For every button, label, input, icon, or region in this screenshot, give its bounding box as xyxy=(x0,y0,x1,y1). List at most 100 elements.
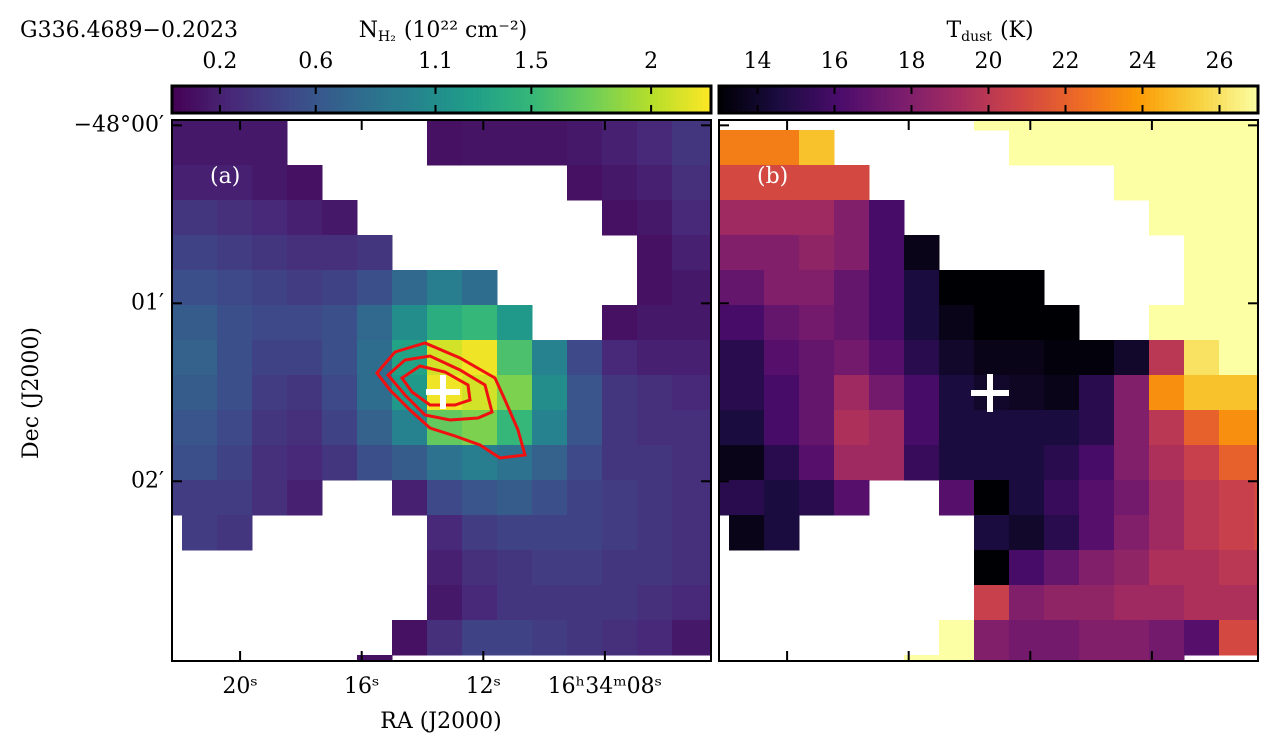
pixel xyxy=(1114,480,1150,516)
colorbar-label-sub: H₂ xyxy=(378,29,396,45)
title: G336.4689−0.2023 xyxy=(20,18,238,43)
colorbar-segment xyxy=(490,86,496,113)
colorbar-segment xyxy=(939,86,945,113)
pixel xyxy=(799,270,835,306)
pixel xyxy=(462,480,498,516)
panel-label: (a) xyxy=(210,164,240,189)
pixel xyxy=(357,340,393,376)
pixel xyxy=(497,410,533,446)
pixel xyxy=(1149,165,1185,201)
pixel xyxy=(532,120,568,131)
pixel xyxy=(764,410,800,446)
pixel xyxy=(462,305,498,341)
colorbar-segment xyxy=(988,86,994,113)
pixel xyxy=(392,305,428,341)
pixel xyxy=(322,235,358,271)
pixel xyxy=(1044,550,1080,586)
colorbar-segment xyxy=(248,86,254,113)
colorbar-segment xyxy=(216,86,223,113)
pixel xyxy=(427,305,463,341)
colorbar-tick-label: 18 xyxy=(898,49,926,74)
colorbar-segment xyxy=(1186,86,1192,113)
pixel xyxy=(1079,130,1115,166)
pixel xyxy=(707,620,712,656)
colorbar-segment xyxy=(1253,86,1259,113)
pixel xyxy=(427,480,463,516)
colorbar-segment xyxy=(463,86,470,113)
contour xyxy=(385,354,494,422)
pixel xyxy=(974,480,1010,516)
colorbar-segment xyxy=(639,86,645,113)
pixel xyxy=(532,515,568,551)
x-tick-label: 16ˢ xyxy=(344,674,379,699)
colorbar-segment xyxy=(822,86,828,113)
colorbar-segment xyxy=(889,86,895,113)
contour xyxy=(399,364,472,407)
pixel xyxy=(719,480,730,516)
pixel xyxy=(602,130,638,166)
pixel xyxy=(707,270,712,306)
pixel xyxy=(1114,655,1150,662)
colorbar-segment xyxy=(598,86,604,113)
colorbar-label-symbol: N xyxy=(359,18,378,43)
colorbar-segment xyxy=(1145,86,1151,113)
pixel xyxy=(462,515,498,551)
pixel xyxy=(1079,655,1115,662)
pixel xyxy=(1149,410,1185,446)
colorbar-segment xyxy=(648,86,654,113)
pixel xyxy=(799,165,835,201)
colorbar-segment xyxy=(961,86,967,113)
colorbar-segment xyxy=(643,86,649,113)
colorbar-segment xyxy=(1073,86,1079,113)
pixel xyxy=(497,340,533,376)
pixel xyxy=(462,130,498,166)
pixel xyxy=(1079,585,1115,621)
pixel xyxy=(182,200,218,236)
colorbar-segment xyxy=(454,86,461,113)
pixel xyxy=(719,200,730,236)
colorbar-segment xyxy=(1181,86,1187,113)
colorbar-label: Tdust (K) xyxy=(946,18,1033,45)
colorbar-segment xyxy=(306,86,312,113)
colorbar-segment xyxy=(423,86,429,113)
pixel xyxy=(322,305,358,341)
pixel xyxy=(1254,410,1259,446)
pixel xyxy=(719,375,730,411)
colorbar-segment xyxy=(1190,86,1196,113)
pixel xyxy=(1254,585,1259,621)
colorbar-segment xyxy=(1199,86,1205,113)
pixel xyxy=(1254,550,1259,586)
pixel xyxy=(939,305,975,341)
colorbar-segment xyxy=(741,86,747,113)
colorbar-segment xyxy=(786,86,792,113)
colorbar-segment xyxy=(894,86,900,113)
colorbar-segment xyxy=(1105,86,1111,113)
pixel xyxy=(602,515,638,551)
pixel xyxy=(1184,620,1220,656)
colorbar-segment xyxy=(212,86,218,113)
pixel xyxy=(567,340,603,376)
pixel xyxy=(392,480,428,516)
colorbar-segment xyxy=(468,86,474,113)
pixel xyxy=(532,550,568,586)
pixel xyxy=(1254,165,1259,201)
pixel xyxy=(217,200,253,236)
pixel xyxy=(287,270,323,306)
pixel xyxy=(1044,410,1080,446)
pixel xyxy=(1044,445,1080,481)
pixel xyxy=(427,270,463,306)
pixel xyxy=(834,200,870,236)
colorbar-label-sub: dust xyxy=(961,29,992,45)
pixel xyxy=(1079,375,1115,411)
x-tick-label: 12ˢ xyxy=(466,674,501,699)
colorbar-segment xyxy=(320,86,326,113)
pixel xyxy=(1184,305,1220,341)
pixel xyxy=(1079,620,1115,656)
pixel xyxy=(834,270,870,306)
colorbar-segment xyxy=(670,86,676,113)
pixel xyxy=(392,620,428,656)
colorbar-segment xyxy=(522,86,528,113)
pixel xyxy=(392,410,428,446)
colorbar-segment xyxy=(1159,86,1165,113)
colorbar-segment xyxy=(1060,86,1066,113)
